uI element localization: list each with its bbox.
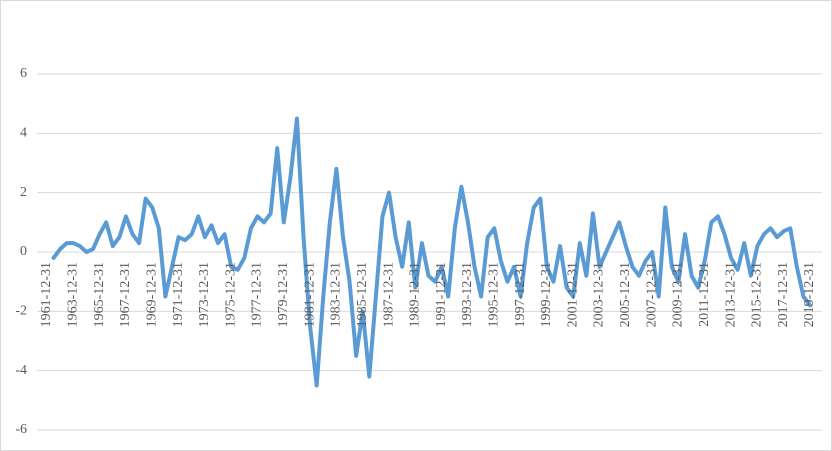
x-tick-label: 1971-12-31: [171, 262, 186, 327]
x-tick-label: 2011-12-31: [697, 262, 712, 327]
x-tick-label: 2015-12-31: [750, 262, 765, 327]
axis-labels: -6 -4 -2 0 2 4 6 1961-12-31 1963-12-31 1965-12-31…: [15, 66, 817, 437]
x-tick-label: 1967-12-31: [118, 262, 133, 327]
x-tick-label: 2019-12-31: [802, 262, 817, 327]
x-tick-label: 1995-12-31: [486, 262, 501, 327]
x-tick-label: 1963-12-31: [66, 262, 81, 327]
y-tick-label: -2: [15, 304, 27, 319]
x-tick-label: 1981-12-31: [302, 262, 317, 327]
x-tick-label: 2003-12-31: [592, 262, 607, 327]
x-tick-label: 1965-12-31: [92, 262, 107, 327]
x-tick-label: 1983-12-31: [329, 262, 344, 327]
data-line: [51, 116, 812, 388]
y-tick-label: 2: [20, 185, 27, 200]
x-tick-label: 1961-12-31: [39, 262, 54, 327]
x-tick-label: 1987-12-31: [381, 262, 396, 327]
x-tick-label: 1985-12-31: [355, 262, 370, 327]
plot-area: [51, 116, 812, 388]
x-tick-label: 1969-12-31: [144, 262, 159, 327]
x-tick-label: 2007-12-31: [644, 262, 659, 327]
x-tick-label: 1979-12-31: [276, 262, 291, 327]
x-tick-label: 1973-12-31: [197, 262, 212, 327]
x-tick-label: 2001-12-31: [565, 262, 580, 327]
y-tick-label: -6: [15, 422, 27, 437]
x-tick-label: 1975-12-31: [223, 262, 238, 327]
y-tick-label: -4: [15, 363, 27, 378]
x-tick-label: 1989-12-31: [408, 262, 423, 327]
x-tick-label: 2005-12-31: [618, 262, 633, 327]
x-tick-label: 1977-12-31: [250, 262, 265, 327]
y-tick-label: 6: [20, 66, 27, 81]
x-tick-label: 2009-12-31: [671, 262, 686, 327]
x-tick-label: 1997-12-31: [513, 262, 528, 327]
y-tick-label: 0: [20, 244, 27, 259]
x-tick-label: 1999-12-31: [539, 262, 554, 327]
x-tick-label: 1991-12-31: [434, 262, 449, 327]
grid: [37, 73, 822, 431]
x-tick-label: 2013-12-31: [723, 262, 738, 327]
x-tick-label: 2017-12-31: [776, 262, 791, 327]
x-tick-label: 1993-12-31: [460, 262, 475, 327]
y-tick-label: 4: [20, 126, 27, 141]
